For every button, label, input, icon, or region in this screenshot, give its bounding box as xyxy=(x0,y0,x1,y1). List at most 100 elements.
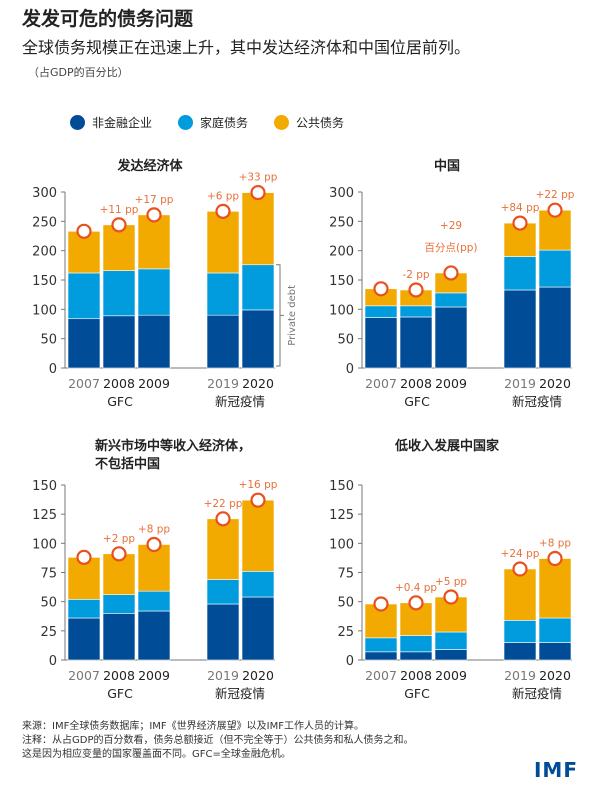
bar-segment xyxy=(241,499,275,572)
legend-swatch xyxy=(274,115,290,130)
group-label-gfc: GFC xyxy=(404,686,430,701)
bar-segment xyxy=(538,558,572,619)
bar-segment xyxy=(503,620,537,643)
bar-segment xyxy=(538,617,572,643)
bar-segment xyxy=(364,317,398,369)
chart-title: 中国 xyxy=(434,158,460,174)
x-tick-label: 2008 xyxy=(400,376,432,391)
total-marker xyxy=(250,184,266,201)
legend: 非金融企业 家庭债务 公共债务 xyxy=(70,114,344,131)
x-tick-label: 2007 xyxy=(68,376,100,391)
bar-segment xyxy=(399,635,433,653)
page-title: 发发可危的债务问题 xyxy=(22,8,194,30)
total-marker xyxy=(512,215,528,231)
x-tick-label: 2019 xyxy=(504,376,536,391)
bar-segment xyxy=(538,249,572,288)
total-marker xyxy=(111,546,127,562)
change-annotation: +24 pp xyxy=(501,548,540,560)
total-marker xyxy=(373,281,389,297)
group-label-covid: 新冠疫情 xyxy=(512,394,562,409)
y-tick-label: 125 xyxy=(32,508,57,523)
bar-segment xyxy=(137,610,171,661)
change-annotation: +6 pp xyxy=(207,190,239,202)
imf-logo: IMF xyxy=(533,758,578,782)
y-tick-label: 100 xyxy=(32,303,57,318)
x-tick-label: 2020 xyxy=(539,668,571,683)
bar-segment xyxy=(102,613,136,661)
bar-segment xyxy=(503,642,537,661)
legend-label: 家庭债务 xyxy=(200,116,249,130)
legend-label: 非金融企业 xyxy=(92,116,153,130)
y-tick-label: 100 xyxy=(329,537,354,552)
y-tick-label: 25 xyxy=(337,625,354,640)
change-annotation: +33 pp xyxy=(239,172,278,184)
bar-segment xyxy=(206,603,240,661)
y-tick-label: 150 xyxy=(329,274,354,289)
y-tick-label: 0 xyxy=(49,362,57,377)
bar-segment xyxy=(241,571,275,598)
bracket-label: Private debt xyxy=(287,285,298,346)
bar-segment xyxy=(434,649,468,661)
change-annotation: +29 xyxy=(440,220,462,232)
chart-title: 低收入发展中国家 xyxy=(394,438,500,454)
group-label-gfc: GFC xyxy=(107,394,133,409)
x-tick-label: 2008 xyxy=(400,668,432,683)
legend-item: 非金融企业 xyxy=(70,114,152,131)
x-tick-label: 2009 xyxy=(435,376,467,391)
bar-segment xyxy=(67,272,101,320)
x-tick-label: 2008 xyxy=(103,668,135,683)
bar-segment xyxy=(503,568,537,621)
legend-swatch xyxy=(178,115,194,130)
total-marker xyxy=(146,207,162,223)
x-tick-label: 2009 xyxy=(435,668,467,683)
legend-item: 家庭债务 xyxy=(178,114,248,131)
legend-item: 公共债务 xyxy=(274,114,344,131)
bar-segment xyxy=(206,579,240,605)
bar-segment xyxy=(503,256,537,291)
bar-segment xyxy=(137,214,171,270)
y-tick-label: 150 xyxy=(32,274,57,289)
group-label-gfc: GFC xyxy=(404,394,430,409)
bar-segment xyxy=(206,518,240,580)
bar-segment xyxy=(364,637,398,653)
change-annotation: +0.4 pp xyxy=(395,582,437,594)
total-marker xyxy=(547,202,563,218)
private-debt-bracket xyxy=(276,264,284,367)
page-subtitle: 全球债务规模正在迅速上升，其中发达经济体和中国位居前列。 xyxy=(22,38,471,57)
bar-segment xyxy=(137,268,171,316)
footer-notes: 来源：IMF全球债务数据库；IMF《世界经济展望》以及IMF工作人员的计算。 注… xyxy=(22,720,413,762)
total-marker xyxy=(215,511,231,527)
x-tick-label: 2020 xyxy=(539,376,571,391)
legend-swatch xyxy=(70,115,85,130)
y-tick-label: 200 xyxy=(329,245,354,260)
x-tick-label: 2019 xyxy=(504,668,536,683)
total-marker xyxy=(111,217,127,233)
bar-segment xyxy=(137,590,171,612)
x-tick-label: 2008 xyxy=(103,376,135,391)
total-marker xyxy=(146,536,162,553)
x-tick-label: 2020 xyxy=(242,668,274,683)
bar-segment xyxy=(102,270,136,317)
change-annotation: +84 pp xyxy=(501,202,540,214)
bar-segment xyxy=(399,316,433,369)
change-annotation: +8 pp xyxy=(539,538,571,550)
y-tick-label: 250 xyxy=(329,215,354,230)
y-tick-label: 250 xyxy=(32,215,57,230)
x-tick-label: 2019 xyxy=(207,376,239,391)
change-annotation: 百分点(pp) xyxy=(424,242,477,254)
bar-segment xyxy=(206,272,240,316)
bar-segment xyxy=(364,651,398,661)
bar-segment xyxy=(538,642,572,661)
bar-segment xyxy=(206,211,240,274)
y-tick-label: 50 xyxy=(337,596,354,611)
y-tick-label: 100 xyxy=(32,537,57,552)
y-tick-label: 150 xyxy=(32,479,57,494)
y-tick-label: 75 xyxy=(337,567,354,582)
y-tick-label: 0 xyxy=(49,654,57,669)
bar-segment xyxy=(503,289,537,369)
x-tick-label: 2020 xyxy=(242,376,274,391)
total-marker xyxy=(443,265,459,281)
bar-segment xyxy=(434,596,468,633)
y-tick-label: 300 xyxy=(32,186,57,201)
